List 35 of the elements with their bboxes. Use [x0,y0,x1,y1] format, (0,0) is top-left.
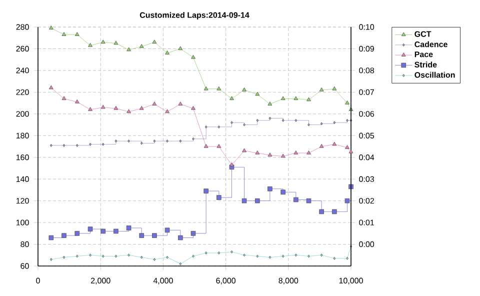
x-tick-label: 4,000 [153,278,173,284]
y-tick-label: 160 [16,154,29,160]
y2-tick-label: 0:04 [359,154,374,160]
y-tick-label: 140 [16,176,29,182]
y-tick-label: 100 [16,220,29,226]
y2-tick-label: 0:06 [359,111,374,117]
y2-tick-label: 0:05 [359,132,374,138]
x-tick-label: 6,000 [216,278,236,284]
y-tick-label: 280 [16,24,29,30]
legend-label: Oscillation [414,72,455,78]
chart-title: Customized Laps:2014-09-14 [140,12,250,20]
legend-label: Stride [414,62,437,68]
y2-tick-label: 0:03 [359,176,374,182]
legend-label: GCT [414,31,432,37]
y-tick-label: 60 [20,263,29,269]
y-tick-label: 220 [16,89,29,96]
y2-tick-label: 0:00 [359,241,374,248]
x-tick-label: 2,000 [91,278,110,284]
y2-tick-label: 0:01 [359,220,374,226]
y-tick-label: 180 [16,132,29,138]
legend-label: Pace [414,52,433,58]
x-tick-label: 0 [36,278,40,284]
y2-tick-label: 0:09 [359,46,374,52]
y2-tick-label: 0:02 [359,198,374,204]
y-tick-label: 240 [16,68,29,74]
y-tick-label: 120 [16,198,29,204]
y2-tick-label: 0:10 [359,24,374,30]
y2-tick-label: 0:08 [359,68,374,74]
x-tick-label: 10,000 [339,278,363,284]
legend-label: Cadence [414,41,448,48]
x-tick-label: 8,000 [278,278,298,284]
y-tick-label: 80 [20,241,29,248]
y-tick-label: 200 [16,111,29,117]
y-tick-label: 260 [16,46,29,52]
y2-tick-label: 0:07 [359,89,374,96]
